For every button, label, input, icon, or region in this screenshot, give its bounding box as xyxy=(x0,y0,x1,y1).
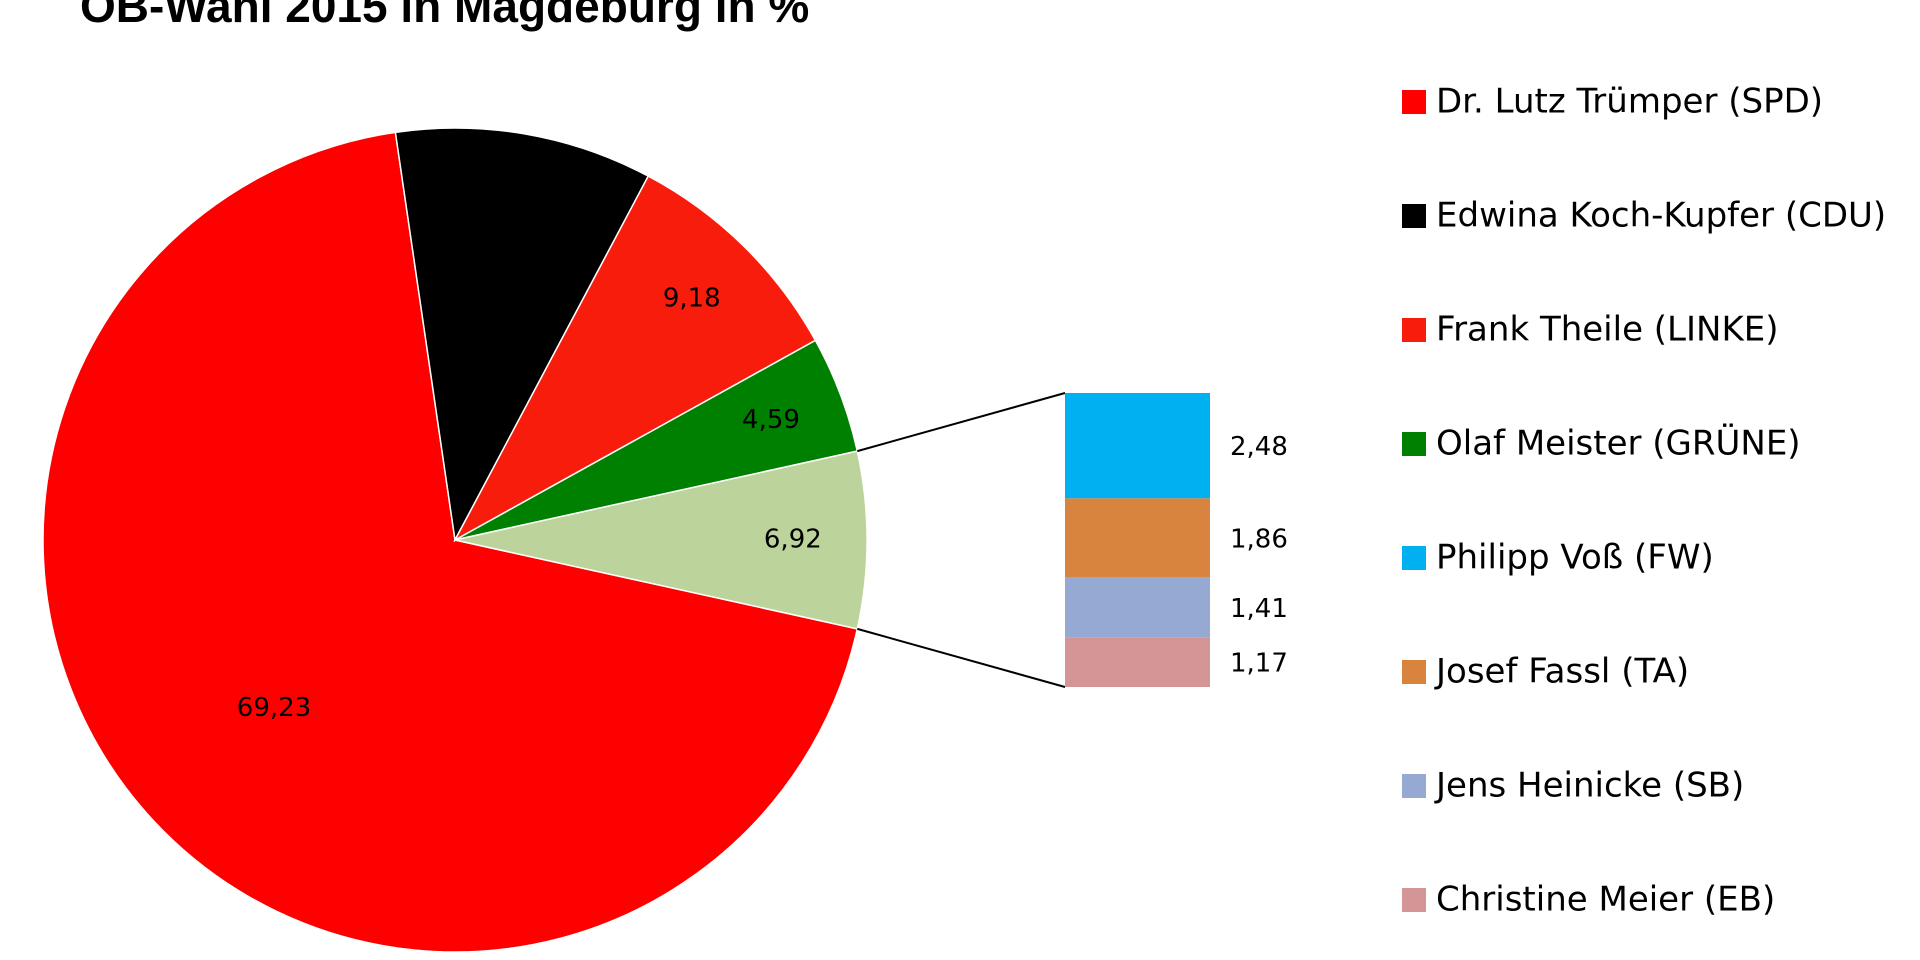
pie-slice-sonstige xyxy=(454,450,868,630)
legend-label: Josef Fassl (TA) xyxy=(1434,652,1689,692)
legend-swatch xyxy=(1402,432,1426,456)
pie-data-label-sonstige: 6,92 xyxy=(764,525,822,555)
pie-slice-frank-theile-linke xyxy=(453,175,817,542)
legend-label: Dr. Lutz Trümper (SPD) xyxy=(1436,82,1823,122)
breakout-segment-jens-heinicke-sb xyxy=(1065,577,1210,638)
legend-item-dr-lutz-tr-mper-spd: Dr. Lutz Trümper (SPD) xyxy=(1402,82,1823,122)
breakout-segment-josef-fassl-ta xyxy=(1065,498,1210,578)
legend-swatch xyxy=(1402,204,1426,228)
legend-label: Olaf Meister (GRÜNE) xyxy=(1436,423,1801,464)
legend-label: Philipp Voß (FW) xyxy=(1436,538,1714,578)
legend-label: Frank Theile (LINKE) xyxy=(1436,310,1779,350)
pie-slices xyxy=(42,127,868,953)
breakout-data-label-philipp-vo-fw: 2,48 xyxy=(1230,432,1288,462)
legend-item-christine-meier-eb: Christine Meier (EB) xyxy=(1402,880,1775,920)
legend-label: Edwina Koch-Kupfer (CDU) xyxy=(1436,196,1886,236)
pie-data-label-frank-theile-linke: 9,18 xyxy=(663,284,721,314)
legend-item-olaf-meister-gr-ne: Olaf Meister (GRÜNE) xyxy=(1402,423,1801,464)
chart-title: OB-Wahl 2015 in Magdeburg in % xyxy=(80,0,809,32)
breakout-connector-lines xyxy=(857,392,1066,688)
pie-slice-edwina-koch-kupfer-cdu xyxy=(394,127,650,543)
legend-item-jens-heinicke-sb: Jens Heinicke (SB) xyxy=(1402,766,1744,806)
pie-data-label-olaf-meister-gr-ne: 4,59 xyxy=(742,405,800,435)
connector-line-bottom xyxy=(857,627,1066,688)
pie-data-labels: 69,23 9,18 4,59 6,92 xyxy=(237,284,822,723)
pie-slice-dr-lutz-tr-mper-spd xyxy=(42,131,859,953)
legend-swatch xyxy=(1402,90,1426,114)
legend-item-josef-fassl-ta: Josef Fassl (TA) xyxy=(1402,652,1689,692)
breakout-data-label-jens-heinicke-sb: 1,41 xyxy=(1230,594,1288,624)
breakout-segment-philipp-vo-fw xyxy=(1065,393,1210,499)
breakout-segment-christine-meier-eb xyxy=(1065,637,1210,687)
breakout-data-label-josef-fassl-ta: 1,86 xyxy=(1230,524,1288,554)
breakout-bar xyxy=(1065,393,1210,687)
legend-item-edwina-koch-kupfer-cdu: Edwina Koch-Kupfer (CDU) xyxy=(1402,196,1886,236)
connector-line-top xyxy=(857,392,1066,453)
breakout-data-label-christine-meier-eb: 1,17 xyxy=(1230,649,1288,679)
legend-label: Jens Heinicke (SB) xyxy=(1434,766,1744,806)
legend-label: Christine Meier (EB) xyxy=(1436,880,1775,920)
breakout-data-labels: 2,48 1,86 1,41 1,17 xyxy=(1230,432,1288,678)
legend: Dr. Lutz Trümper (SPD) Edwina Koch-Kupfer… xyxy=(1402,82,1886,920)
legend-item-philipp-vo-fw: Philipp Voß (FW) xyxy=(1402,538,1714,578)
legend-swatch xyxy=(1402,318,1426,342)
legend-item-frank-theile-linke: Frank Theile (LINKE) xyxy=(1402,310,1779,350)
pie-data-label-dr-lutz-tr-mper-spd: 69,23 xyxy=(237,693,311,723)
legend-swatch xyxy=(1402,660,1426,684)
legend-swatch xyxy=(1402,546,1426,570)
legend-swatch xyxy=(1402,888,1426,912)
legend-swatch xyxy=(1402,774,1426,798)
